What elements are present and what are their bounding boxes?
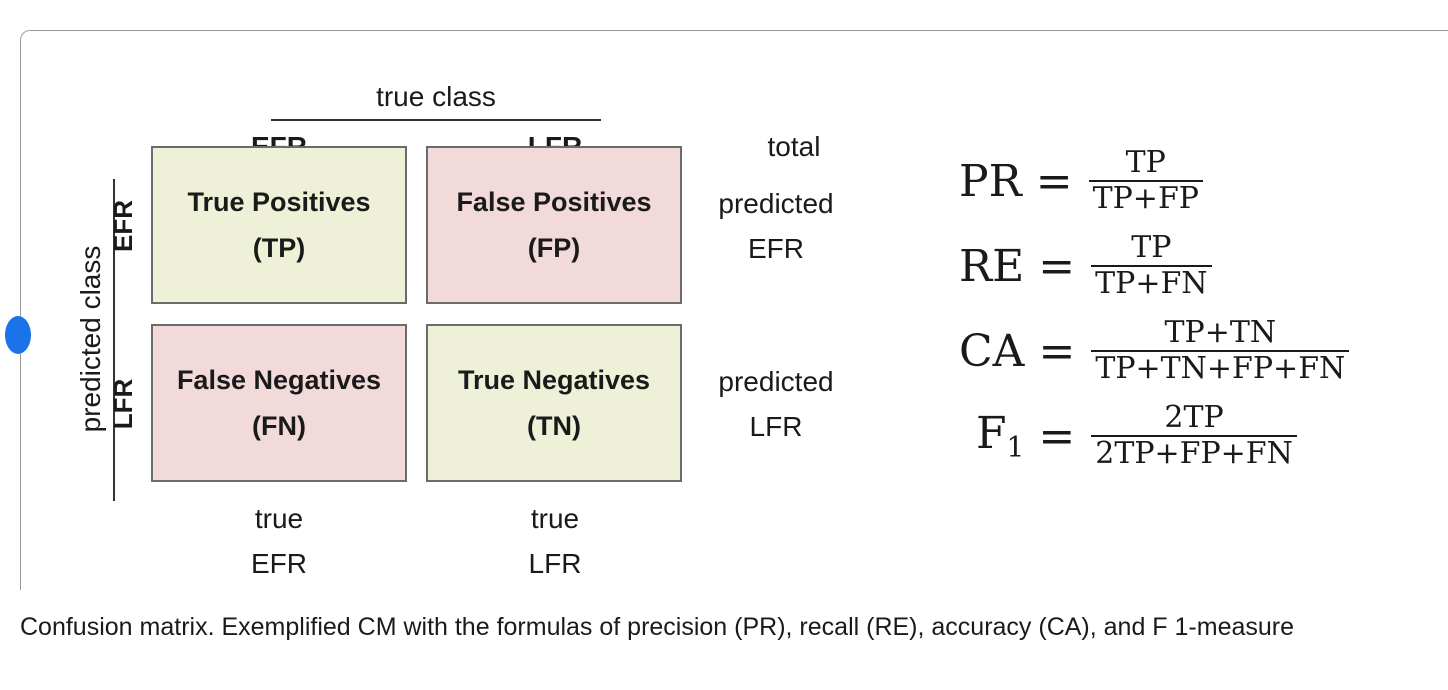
formula-recall: RE = TP TP+FN [959,231,1212,301]
side-marker-dot [5,316,31,354]
row-total-lfr: predicted LFR [696,359,856,449]
formula-recall-fraction: TP TP+FN [1091,230,1212,301]
formula-accuracy-denominator: TP+TN+FP+FN [1091,350,1350,386]
cell-tp-abbr: (TP) [252,233,306,263]
formula-f1-lhs-base: F [976,408,1007,460]
cell-false-positives: False Positives (FP) [426,146,682,304]
cell-tp-name: True Positives [187,187,371,217]
column-total-lfr: true LFR [427,496,683,586]
formula-f1-numerator: 2TP [1164,400,1224,435]
column-total-lfr-line1: true [530,503,580,534]
formula-f1-denominator: 2TP+FP+FN [1091,435,1297,471]
formula-recall-denominator: TP+FN [1091,265,1212,301]
formula-recall-equals: = [1038,240,1076,292]
cell-fp-abbr: (FP) [527,233,581,263]
formula-recall-numerator: TP [1131,230,1172,265]
cell-fp-name: False Positives [456,187,652,217]
formula-recall-lhs: RE [959,240,1025,292]
formula-f1-fraction: 2TP 2TP+FP+FN [1091,401,1297,471]
cell-tn-abbr: (TN) [527,411,581,441]
row-total-efr: predicted EFR [696,181,856,271]
formula-f1-equals: = [1038,410,1076,462]
cell-true-positives: True Positives (TP) [151,146,407,304]
cell-tn-name: True Negatives [457,365,651,395]
predicted-class-divider [113,179,115,501]
row-header-efr: EFR [107,200,138,252]
formula-precision: PR = TP TP+FP [959,146,1203,216]
formula-precision-numerator: TP [1125,145,1166,180]
figure-caption: Confusion matrix. Exemplified CM with th… [20,613,1295,641]
formula-f1: F1 = 2TP 2TP+FP+FN [976,401,1297,471]
true-class-divider [271,119,601,121]
formula-accuracy-fraction: TP+TN TP+TN+FP+FN [1091,315,1350,386]
total-header: total [767,131,821,162]
row-total-efr-line1: predicted [718,188,834,219]
formula-precision-lhs: PR [959,155,1022,207]
true-class-header: true class [376,81,496,112]
formula-precision-fraction: TP TP+FP [1088,145,1203,216]
formula-f1-lhs-subscript: 1 [1006,430,1025,464]
formula-precision-equals: = [1035,155,1073,207]
formula-accuracy: CA = TP+TN TP+TN+FP+FN [959,315,1350,386]
cell-fn-name: False Negatives [176,365,382,395]
row-total-efr-line2: EFR [748,233,804,264]
column-total-efr: true EFR [151,496,407,586]
column-total-efr-line1: true [254,503,304,534]
formula-accuracy-numerator: TP+TN [1164,315,1277,350]
row-total-lfr-line2: LFR [749,411,803,442]
formula-precision-denominator: TP+FP [1088,180,1203,216]
column-total-efr-line2: EFR [251,548,307,579]
row-header-lfr: LFR [107,378,138,430]
figure-panel: true class EFR LFR total predicted class… [5,30,1448,590]
row-total-lfr-line1: predicted [718,366,834,397]
cell-fn-abbr: (FN) [252,411,306,441]
formula-accuracy-equals: = [1038,325,1076,377]
formula-f1-lhs: F1 [976,408,1024,463]
formula-accuracy-lhs: CA [959,325,1025,377]
cell-false-negatives: False Negatives (FN) [151,324,407,482]
column-total-lfr-line2: LFR [528,548,582,579]
cell-true-negatives: True Negatives (TN) [426,324,682,482]
predicted-class-label: predicted class [75,245,106,433]
